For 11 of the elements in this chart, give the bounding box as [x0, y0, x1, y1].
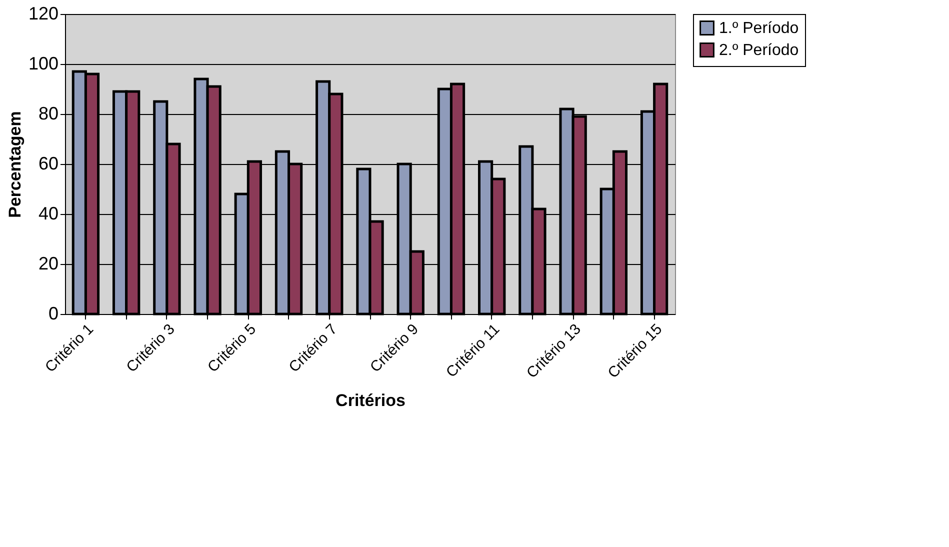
y-tick-label: 0 — [48, 304, 58, 324]
legend-label: 1.º Período — [719, 20, 799, 37]
y-tick-label: 120 — [28, 4, 58, 24]
y-tick-label: 20 — [38, 254, 58, 274]
y-tick-label: 60 — [38, 154, 58, 174]
legend-label: 2.º Período — [719, 42, 799, 59]
x-axis-title: Critérios — [336, 391, 406, 410]
y-tick-label: 40 — [38, 204, 58, 224]
y-axis-title: Percentagem — [5, 111, 24, 218]
y-tick-label: 80 — [38, 104, 58, 124]
y-tick-label: 100 — [28, 54, 58, 74]
